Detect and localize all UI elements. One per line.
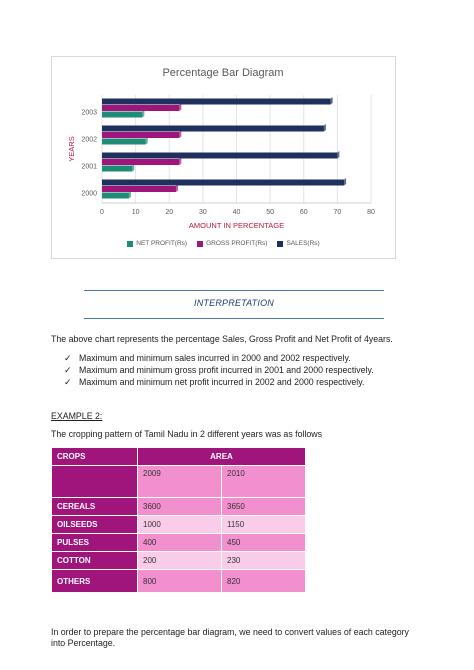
bar	[102, 192, 129, 199]
table-cell: 3600	[137, 497, 222, 516]
legend-label: NET PROFIT(Rs)	[136, 240, 188, 247]
y-tick-label: 2000	[81, 191, 97, 198]
list-item-text: Maximum and minimum sales incurred in 20…	[79, 353, 351, 363]
table-cell: 200	[137, 551, 222, 570]
crop-name: COTTON	[51, 551, 138, 570]
check-icon: ✓	[64, 365, 72, 375]
divider-bottom	[84, 318, 384, 319]
example-intro: The cropping pattern of Tamil Nadu in 2 …	[51, 429, 323, 439]
x-axis-title: AMOUNT IN PERCENTAGE	[189, 221, 284, 230]
header-crops: CROPS	[51, 447, 138, 466]
header-year: 2010	[221, 465, 306, 498]
crop-name: OTHERS	[51, 569, 138, 593]
chart-legend: NET PROFIT(Rs) GROSS PROFIT(Rs) SALES(Rs)	[52, 240, 395, 247]
x-tick-label: 50	[266, 209, 274, 216]
bar-side	[132, 164, 135, 172]
table-row: COTTON 200 230	[51, 551, 306, 570]
crop-name: PULSES	[51, 533, 138, 552]
legend-label: SALES(Rs)	[286, 240, 320, 247]
closing-text: In order to prepare the percentage bar d…	[51, 627, 421, 649]
bar	[102, 165, 133, 172]
bar-side	[179, 157, 182, 165]
x-tick-label: 60	[300, 209, 308, 216]
check-icon: ✓	[64, 377, 72, 387]
interpretation-intro: The above chart represents the percentag…	[51, 334, 393, 344]
y-tick-label: 2003	[81, 110, 97, 117]
legend-swatch	[277, 240, 284, 247]
table-cell: 1000	[137, 515, 222, 534]
table-cell: 800	[137, 569, 222, 593]
table-year-row: 2009 2010	[51, 465, 306, 498]
bar-side	[179, 130, 182, 138]
interpretation-heading: INTERPRETATION	[194, 298, 274, 308]
bar-side	[344, 178, 347, 186]
divider-top	[84, 290, 384, 291]
x-tick-label: 20	[165, 209, 173, 216]
table-header-row: CROPS AREA	[51, 447, 306, 466]
y-axis-title: YEARS	[67, 136, 76, 161]
list-item-text: Maximum and minimum gross profit incurre…	[79, 365, 374, 375]
bar-side	[142, 110, 145, 118]
crops-table: CROPS AREA 2009 2010 CEREALS 3600 3650 O…	[51, 447, 306, 593]
bar	[102, 125, 324, 132]
crop-name: CEREALS	[51, 497, 138, 516]
table-row: PULSES 400 450	[51, 533, 306, 552]
example-heading: EXAMPLE 2:	[51, 411, 103, 421]
crop-name: OILSEEDS	[51, 515, 138, 534]
legend-item: NET PROFIT(Rs)	[127, 240, 187, 247]
legend-swatch	[127, 240, 134, 247]
y-tick-label: 2002	[81, 137, 97, 144]
table-cell: 820	[221, 569, 306, 593]
bar	[102, 152, 338, 159]
interpretation-list: ✓ Maximum and minimum sales incurred in 2…	[64, 352, 374, 388]
bar-side	[128, 191, 131, 199]
bar-side	[179, 103, 182, 111]
legend-item: SALES(Rs)	[277, 240, 320, 247]
table-cell: 400	[137, 533, 222, 552]
bar	[102, 159, 180, 165]
list-item: ✓ Maximum and minimum gross profit incurr…	[64, 364, 374, 376]
bar-side	[337, 151, 340, 159]
table-row: CEREALS 3600 3650	[51, 497, 306, 516]
header-year: 2009	[137, 465, 222, 498]
x-tick-label: 10	[132, 209, 140, 216]
bar	[102, 132, 180, 138]
x-tick-label: 0	[100, 209, 104, 216]
chart-title: Percentage Bar Diagram	[162, 67, 283, 79]
bar-side	[175, 184, 178, 192]
table-row: OTHERS 800 820	[51, 569, 306, 593]
bar	[102, 98, 331, 105]
closing-paragraph: In order to prepare the percentage bar d…	[51, 627, 409, 648]
legend-item: GROSS PROFIT(Rs)	[197, 240, 267, 247]
bar	[102, 138, 146, 145]
list-item-text: Maximum and minimum net profit incurred …	[79, 377, 365, 387]
header-blank	[51, 465, 138, 498]
legend-label: GROSS PROFIT(Rs)	[206, 240, 268, 247]
bar-side	[330, 97, 333, 105]
header-area: AREA	[137, 447, 306, 466]
check-icon: ✓	[64, 353, 72, 363]
y-tick-label: 2001	[81, 164, 97, 171]
list-item: ✓ Maximum and minimum net profit incurred…	[64, 376, 374, 388]
table-cell: 1150	[221, 515, 306, 534]
chart-container: Percentage Bar Diagram 0 10 20 30 40 50 60 70 80 2…	[51, 56, 396, 259]
x-tick-label: 80	[367, 209, 375, 216]
x-tick-label: 70	[333, 209, 341, 216]
table-cell: 3650	[221, 497, 306, 516]
bar	[102, 179, 345, 186]
table-row: OILSEEDS 1000 1150	[51, 515, 306, 534]
table-cell: 450	[221, 533, 306, 552]
x-tick-label: 40	[233, 209, 241, 216]
table-cell: 230	[221, 551, 306, 570]
percentage-bar-chart: Percentage Bar Diagram 0 10 20 30 40 50 60 70 80 2…	[67, 67, 375, 230]
bar-side	[145, 137, 148, 145]
bar-side	[323, 124, 326, 132]
legend-swatch	[197, 240, 204, 247]
bar	[102, 186, 176, 192]
x-tick-label: 30	[199, 209, 207, 216]
list-item: ✓ Maximum and minimum sales incurred in 2…	[64, 352, 374, 364]
bar	[102, 111, 143, 118]
bar	[102, 105, 180, 111]
